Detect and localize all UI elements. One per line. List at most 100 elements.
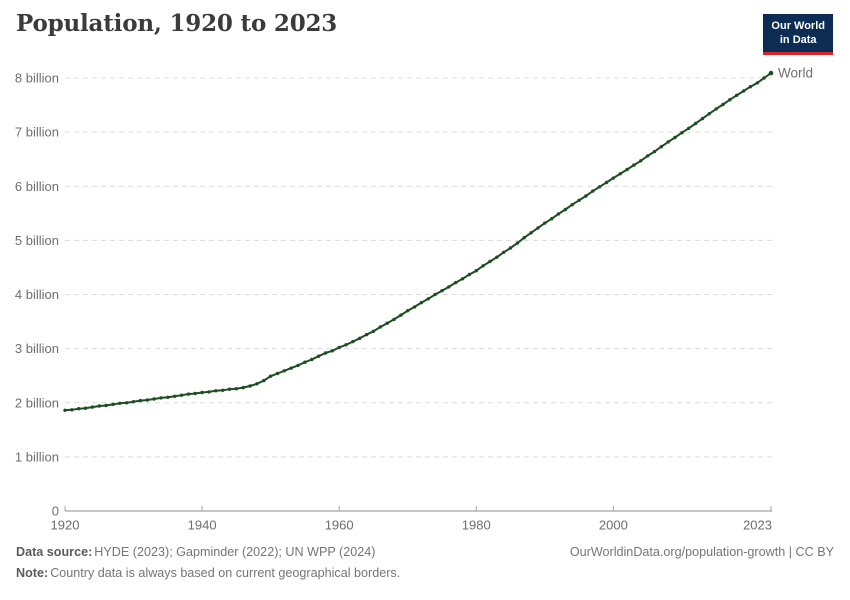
data-point bbox=[515, 241, 520, 245]
x-axis-tick-label: 2000 bbox=[599, 518, 628, 533]
data-point bbox=[426, 297, 430, 301]
data-point bbox=[90, 405, 95, 409]
data-point bbox=[529, 231, 533, 235]
data-point bbox=[351, 339, 355, 344]
data-point bbox=[145, 398, 149, 402]
data-point bbox=[673, 135, 677, 140]
data-point bbox=[584, 194, 588, 198]
data-point bbox=[316, 354, 321, 358]
data-point bbox=[687, 126, 691, 130]
y-axis-tick-label: 1 billion bbox=[15, 449, 59, 464]
data-point bbox=[536, 226, 540, 230]
data-point bbox=[310, 357, 314, 362]
data-source-text: HYDE (2023); Gapminder (2022); UN WPP (2… bbox=[94, 545, 376, 559]
data-point bbox=[680, 131, 684, 135]
page-title: Population, 1920 to 2023 bbox=[16, 10, 338, 37]
data-point bbox=[440, 289, 444, 293]
data-point bbox=[419, 300, 424, 305]
note-line: Note: Country data is always based on cur… bbox=[16, 563, 400, 584]
owid-logo[interactable]: Our World in Data bbox=[763, 14, 833, 55]
data-point bbox=[488, 259, 492, 264]
data-point bbox=[563, 207, 568, 212]
data-point bbox=[707, 112, 711, 116]
data-point bbox=[728, 98, 732, 102]
data-point bbox=[433, 292, 437, 297]
data-point bbox=[556, 212, 561, 216]
data-point bbox=[481, 264, 485, 268]
y-axis-tick-label: 8 billion bbox=[15, 71, 59, 86]
x-axis-tick-label: 2023 bbox=[743, 518, 772, 533]
data-point bbox=[741, 89, 746, 93]
data-point bbox=[632, 163, 636, 167]
data-point bbox=[241, 385, 245, 390]
world-series-line[interactable] bbox=[64, 72, 772, 412]
data-point bbox=[344, 343, 348, 347]
y-axis-tick-label: 6 billion bbox=[15, 179, 59, 194]
data-point bbox=[611, 176, 615, 180]
data-point bbox=[604, 180, 609, 185]
data-point bbox=[502, 250, 506, 254]
data-point bbox=[118, 401, 122, 405]
data-point bbox=[159, 396, 163, 400]
data-point bbox=[323, 351, 328, 355]
data-point bbox=[399, 313, 403, 317]
y-axis-tick-label: 5 billion bbox=[15, 233, 59, 248]
data-point bbox=[63, 408, 67, 412]
data-point bbox=[282, 369, 286, 373]
data-point bbox=[83, 406, 88, 410]
data-point bbox=[543, 221, 547, 225]
data-point bbox=[508, 246, 513, 250]
data-point bbox=[577, 198, 581, 202]
data-point bbox=[755, 81, 759, 85]
data-point bbox=[275, 371, 280, 376]
data-point bbox=[625, 167, 629, 172]
data-point bbox=[104, 403, 108, 408]
data-point bbox=[207, 390, 211, 394]
series-label-world[interactable]: World bbox=[778, 66, 813, 81]
data-point bbox=[700, 116, 705, 121]
x-axis-tick-label: 1920 bbox=[51, 518, 80, 533]
data-point bbox=[639, 159, 643, 163]
data-point bbox=[214, 389, 218, 393]
note-label: Note: bbox=[16, 566, 49, 580]
owid-logo-line1: Our World bbox=[771, 20, 825, 32]
data-point bbox=[152, 397, 156, 401]
data-point bbox=[234, 387, 239, 391]
data-point bbox=[125, 401, 129, 405]
data-point bbox=[337, 345, 341, 350]
data-point bbox=[227, 387, 232, 391]
data-point bbox=[77, 407, 81, 411]
data-point bbox=[296, 363, 300, 368]
data-point bbox=[255, 382, 259, 386]
data-point bbox=[652, 149, 657, 154]
data-point bbox=[762, 76, 766, 80]
data-point bbox=[591, 189, 595, 193]
data-point bbox=[364, 332, 369, 337]
y-axis-tick-label: 4 billion bbox=[15, 287, 59, 302]
footer-left: Data source: HYDE (2023); Gapminder (2022… bbox=[16, 542, 400, 584]
data-point bbox=[412, 305, 417, 309]
data-point bbox=[179, 393, 184, 397]
data-point bbox=[748, 85, 753, 89]
data-point bbox=[186, 392, 191, 396]
x-axis-tick-label: 1940 bbox=[188, 518, 217, 533]
data-point bbox=[666, 140, 670, 144]
data-point bbox=[262, 378, 266, 383]
note-text: Country data is always based on current … bbox=[50, 566, 401, 580]
data-point bbox=[221, 388, 225, 392]
data-point bbox=[522, 236, 526, 240]
data-point-end bbox=[768, 70, 774, 76]
data-point bbox=[495, 255, 499, 259]
data-point bbox=[97, 404, 102, 408]
series-world[interactable]: World bbox=[63, 66, 813, 412]
x-axis-tick-label: 1960 bbox=[325, 518, 354, 533]
data-point bbox=[550, 217, 554, 221]
data-point bbox=[474, 269, 478, 273]
data-point bbox=[138, 398, 143, 403]
data-point bbox=[392, 317, 396, 322]
data-point bbox=[460, 277, 465, 281]
data-point bbox=[166, 395, 170, 399]
data-point bbox=[193, 391, 197, 396]
